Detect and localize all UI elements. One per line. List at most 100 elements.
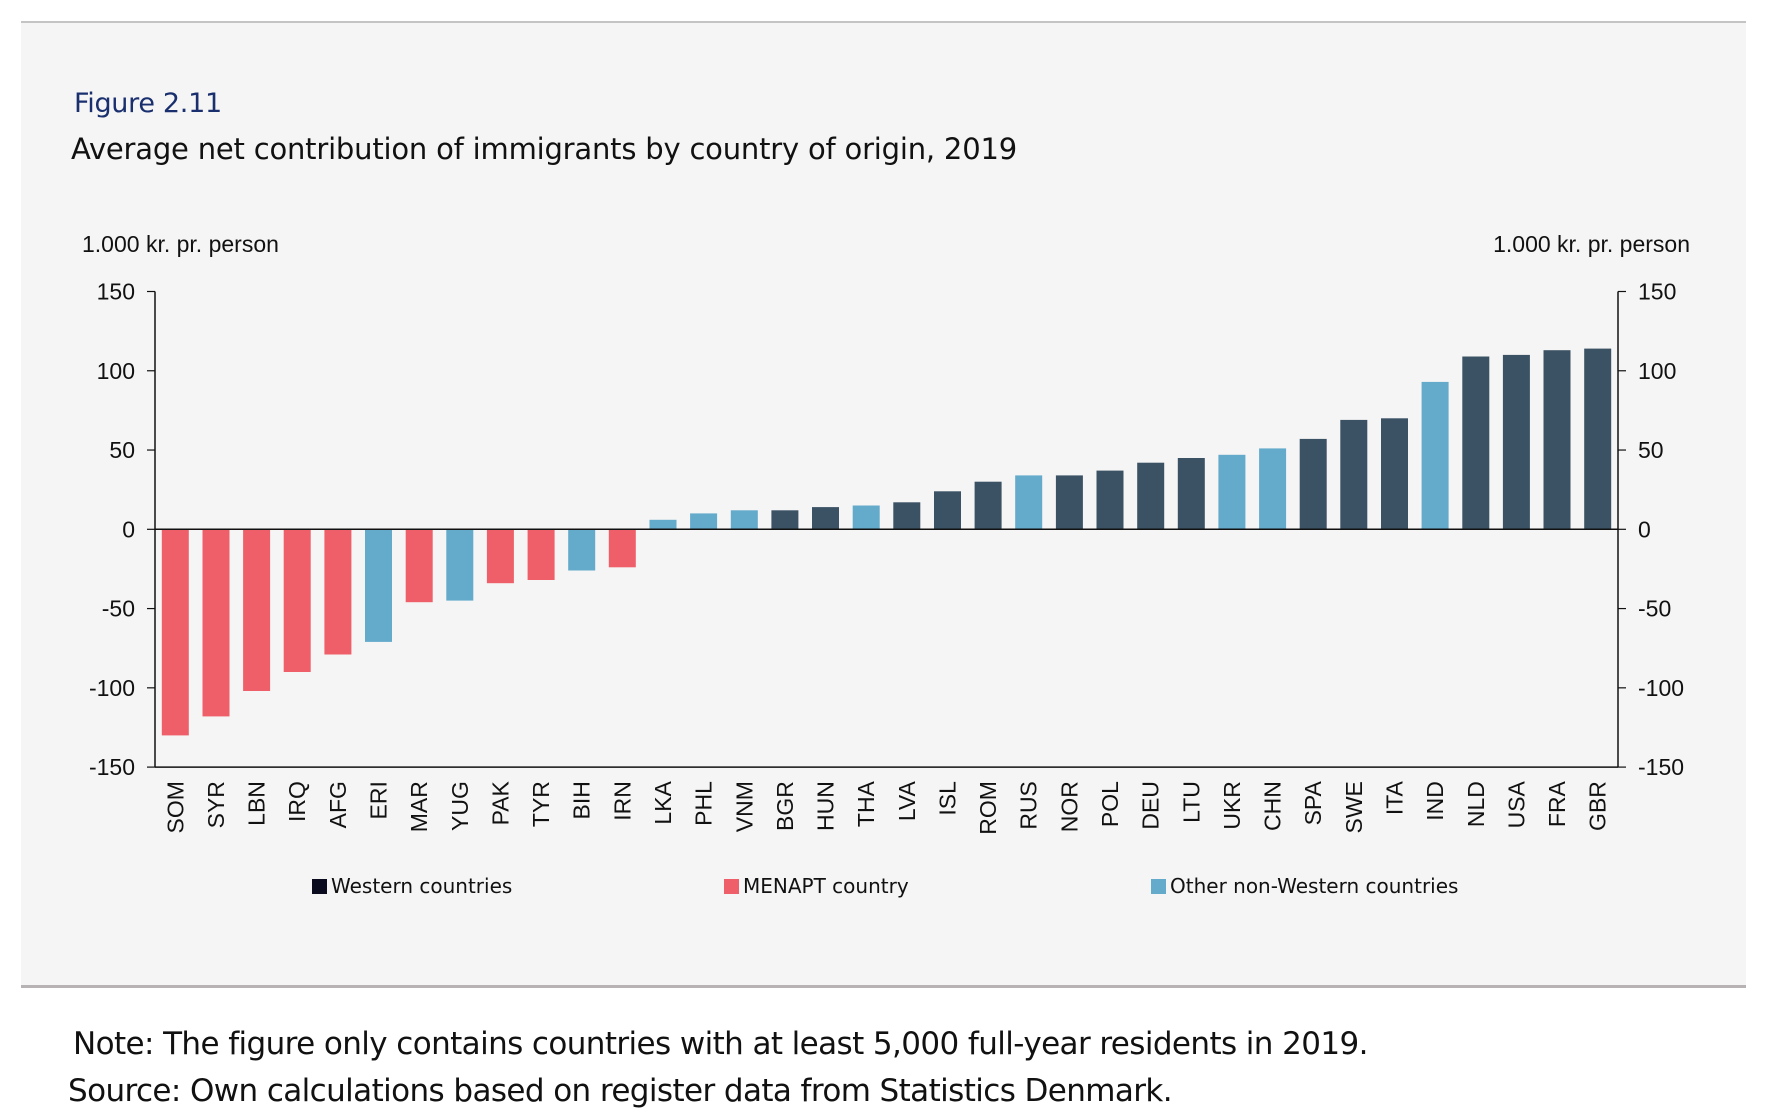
bar-irq [283, 529, 311, 672]
x-label-hun: HUN [813, 781, 839, 831]
x-label-rus: RUS [1016, 781, 1042, 830]
bar-ita [1381, 418, 1408, 530]
bar-rus [1015, 475, 1043, 530]
x-label-ita: ITA [1382, 780, 1408, 815]
x-label-eri: ERI [366, 781, 392, 819]
x-label-chn: CHN [1260, 781, 1286, 831]
legend-item-other: Other non-Western countries [1151, 874, 1458, 898]
bar-lka [649, 519, 677, 530]
legend-swatch-other [1151, 878, 1166, 894]
left-tick-label: 0 [122, 516, 135, 542]
x-label-mar: MAR [406, 781, 432, 832]
bar-tha [852, 505, 880, 530]
x-label-ltu: LTU [1178, 781, 1204, 823]
bar-deu [1137, 462, 1165, 530]
right-tick-label: -100 [1638, 675, 1684, 701]
bar-mar [405, 529, 433, 603]
ticks-group: 150 150 100 100 50 50 0 0 -50 -50 -100 -100 -150 -150 [89, 279, 1684, 781]
bar-afg [324, 529, 352, 655]
x-labels-group: SOM SYR LBN IRQ AFG ERI MAR YUG PAK TYR BIH IRN LKA P… [162, 780, 1610, 834]
right-tick-label: -150 [1638, 754, 1684, 780]
bar-hun [812, 507, 839, 530]
x-label-irq: IRQ [284, 781, 310, 822]
legend-swatch-menapt [724, 878, 739, 894]
x-label-irn: IRN [609, 781, 635, 821]
x-label-rom: ROM [975, 781, 1001, 835]
x-label-lbn: LBN [244, 781, 270, 826]
x-label-vnm: VNM [731, 781, 757, 832]
bar-lbn [243, 529, 271, 691]
bar-chn [1259, 448, 1287, 530]
right-tick-label: 100 [1638, 358, 1676, 384]
x-label-pak: PAK [487, 780, 513, 825]
left-tick-label: 100 [97, 358, 135, 384]
bar-ukr [1218, 454, 1246, 530]
x-label-isl: ISL [935, 781, 961, 816]
axes-group [154, 291, 1619, 768]
right-tick-label: 50 [1638, 437, 1664, 463]
legend-item-western: Western countries [312, 874, 512, 898]
x-label-fra: FRA [1544, 780, 1570, 827]
right-tick-label: 150 [1638, 279, 1676, 305]
legend-item-menapt: MENAPT country [724, 874, 909, 898]
bar-bih [568, 529, 596, 571]
legend-label-menapt: MENAPT country [743, 874, 909, 898]
x-label-nld: NLD [1463, 781, 1489, 827]
x-label-gbr: GBR [1585, 781, 1611, 831]
legend-label-western: Western countries [331, 874, 513, 898]
bar-spa [1299, 438, 1327, 530]
bar-pak [486, 529, 514, 584]
x-label-afg: AFG [325, 781, 351, 828]
legend-label-other: Other non-Western countries [1170, 874, 1459, 898]
bar-yug [446, 529, 474, 601]
source-text: Source: Own calculations based on regist… [68, 1073, 1173, 1109]
x-label-ukr: UKR [1219, 781, 1245, 830]
bar-phl [690, 513, 718, 530]
x-label-lka: LKA [650, 780, 676, 824]
left-tick-label: -50 [102, 596, 135, 622]
x-label-nor: NOR [1056, 781, 1082, 832]
left-tick-label: -150 [89, 754, 135, 780]
left-axis-unit-label: 1.000 kr. pr. person [82, 231, 279, 257]
bars-group [161, 348, 1612, 736]
bar-lva [893, 502, 921, 530]
x-label-phl: PHL [691, 781, 717, 826]
bar-syr [202, 529, 230, 717]
bar-nor [1055, 475, 1083, 530]
right-tick-label: -50 [1638, 596, 1671, 622]
x-label-yug: YUG [447, 781, 473, 831]
bar-fra [1543, 350, 1571, 530]
note-text: Note: The figure only contains countries… [73, 1026, 1368, 1062]
figure-label: Figure 2.11 [74, 88, 222, 119]
right-tick-label: 0 [1638, 516, 1651, 542]
bar-swe [1340, 419, 1368, 530]
bar-tyr [527, 529, 555, 580]
left-tick-label: -100 [89, 675, 135, 701]
x-label-swe: SWE [1341, 781, 1367, 833]
left-tick-label: 50 [109, 437, 135, 463]
x-label-pol: POL [1097, 781, 1123, 827]
figure-panel [21, 21, 1746, 988]
x-label-tyr: TYR [528, 781, 554, 827]
bar-pol [1096, 470, 1124, 530]
bar-vnm [730, 510, 758, 530]
bar-isl [934, 491, 961, 530]
bar-nld [1462, 356, 1490, 530]
left-tick-label: 150 [97, 279, 135, 305]
right-axis-unit-label: 1.000 kr. pr. person [1493, 231, 1690, 257]
legend-swatch-western [312, 878, 327, 894]
bar-irn [608, 529, 636, 568]
bar-ind [1421, 381, 1449, 530]
bar-rom [974, 481, 1002, 530]
chart-title: Average net contribution of immigrants b… [71, 132, 1017, 166]
x-label-bgr: BGR [772, 781, 798, 831]
x-label-spa: SPA [1300, 780, 1326, 825]
bar-eri [365, 529, 392, 642]
bar-som [161, 529, 189, 736]
bar-gbr [1584, 348, 1612, 530]
x-label-som: SOM [162, 781, 188, 833]
x-label-usa: USA [1503, 780, 1529, 828]
x-label-tha: THA [853, 780, 879, 827]
bar-usa [1502, 354, 1530, 530]
